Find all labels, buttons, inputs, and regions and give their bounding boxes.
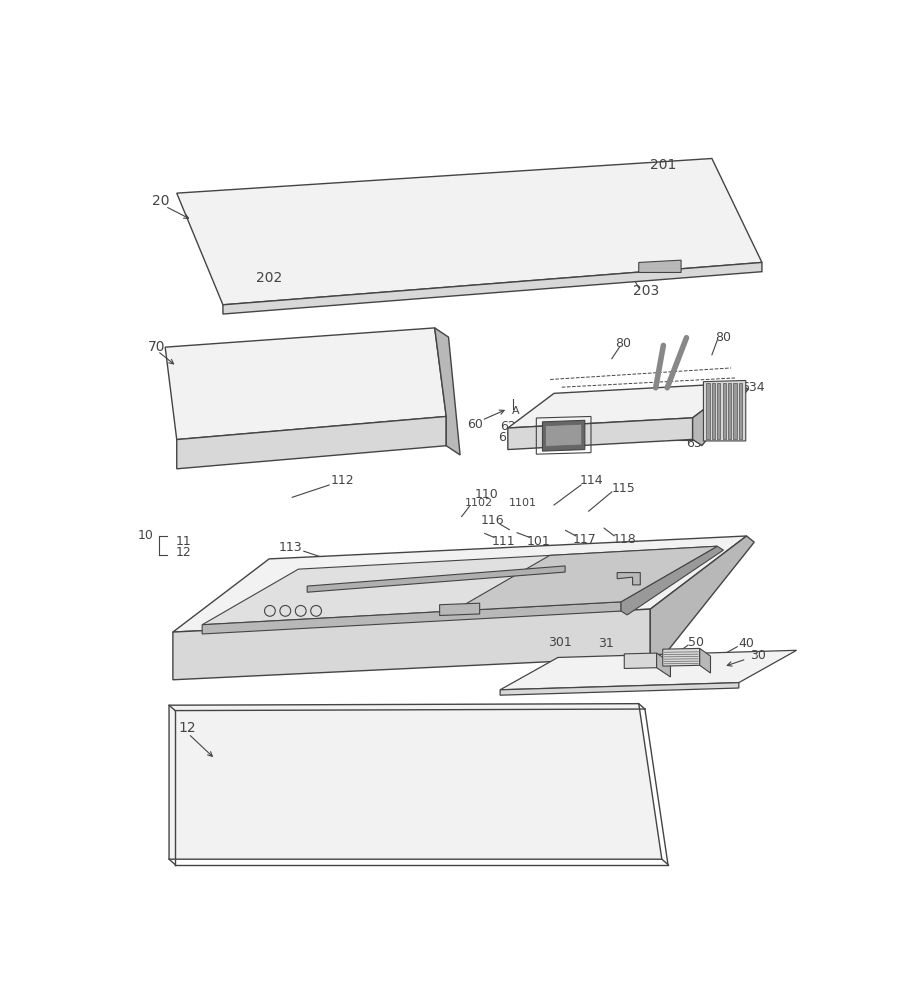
Text: 113: 113 xyxy=(279,541,302,554)
Polygon shape xyxy=(507,418,692,450)
Polygon shape xyxy=(545,424,581,446)
Text: 114: 114 xyxy=(578,474,603,487)
Text: 201: 201 xyxy=(649,158,676,172)
Polygon shape xyxy=(716,383,720,439)
Text: 10: 10 xyxy=(138,529,153,542)
Text: 202: 202 xyxy=(256,271,282,285)
Polygon shape xyxy=(703,380,745,441)
Polygon shape xyxy=(307,566,565,592)
Text: 30: 30 xyxy=(750,649,766,662)
Text: 40: 40 xyxy=(738,637,754,650)
Polygon shape xyxy=(705,383,709,439)
Text: 31: 31 xyxy=(598,637,613,650)
Text: A: A xyxy=(625,428,632,438)
Polygon shape xyxy=(500,650,796,690)
Polygon shape xyxy=(699,648,710,673)
Polygon shape xyxy=(439,603,479,615)
Text: 110: 110 xyxy=(474,488,498,501)
Text: B: B xyxy=(721,403,729,413)
Polygon shape xyxy=(169,704,661,859)
Text: 50: 50 xyxy=(687,636,704,649)
Text: 70: 70 xyxy=(147,340,165,354)
Text: 80: 80 xyxy=(614,337,630,350)
Polygon shape xyxy=(434,328,460,455)
Text: 101: 101 xyxy=(526,535,550,548)
Text: 115: 115 xyxy=(611,482,634,495)
Text: 633: 633 xyxy=(585,415,609,428)
Polygon shape xyxy=(223,262,761,314)
Text: 634: 634 xyxy=(740,381,764,394)
Text: 112: 112 xyxy=(330,474,354,487)
Polygon shape xyxy=(727,383,731,439)
Polygon shape xyxy=(202,546,716,625)
Polygon shape xyxy=(621,546,723,615)
Polygon shape xyxy=(738,383,741,439)
Text: 1101: 1101 xyxy=(509,498,537,508)
Polygon shape xyxy=(177,416,446,469)
Text: 20: 20 xyxy=(152,194,170,208)
Polygon shape xyxy=(507,383,738,428)
Text: 1102: 1102 xyxy=(464,498,492,508)
Text: 111: 111 xyxy=(492,535,515,548)
Text: 301: 301 xyxy=(548,636,572,649)
Text: 117: 117 xyxy=(573,533,596,546)
Polygon shape xyxy=(172,536,746,632)
Polygon shape xyxy=(692,383,747,446)
Polygon shape xyxy=(616,573,640,585)
Polygon shape xyxy=(638,260,680,272)
Polygon shape xyxy=(662,648,699,666)
Polygon shape xyxy=(711,383,714,439)
Text: 116: 116 xyxy=(480,514,503,527)
Text: 632: 632 xyxy=(687,428,712,441)
Text: 60: 60 xyxy=(467,418,483,431)
Text: 80: 80 xyxy=(714,331,731,344)
Polygon shape xyxy=(542,420,584,451)
Polygon shape xyxy=(500,683,738,695)
Text: A: A xyxy=(511,406,519,416)
Text: 11: 11 xyxy=(175,535,190,548)
Polygon shape xyxy=(623,653,656,668)
Text: 63: 63 xyxy=(686,437,701,450)
Text: 62: 62 xyxy=(500,420,515,433)
Polygon shape xyxy=(177,158,761,305)
Polygon shape xyxy=(732,383,736,439)
Text: 631: 631 xyxy=(657,428,681,441)
Polygon shape xyxy=(656,653,669,677)
Text: 61: 61 xyxy=(498,431,513,444)
Text: 12: 12 xyxy=(178,721,196,735)
Polygon shape xyxy=(202,602,621,634)
Polygon shape xyxy=(722,383,725,439)
Polygon shape xyxy=(165,328,446,440)
Text: B: B xyxy=(588,396,595,406)
Polygon shape xyxy=(172,609,649,680)
Text: 118: 118 xyxy=(612,533,636,546)
Polygon shape xyxy=(649,536,753,663)
Text: 203: 203 xyxy=(632,284,658,298)
Polygon shape xyxy=(453,546,716,611)
Text: 12: 12 xyxy=(175,546,190,559)
